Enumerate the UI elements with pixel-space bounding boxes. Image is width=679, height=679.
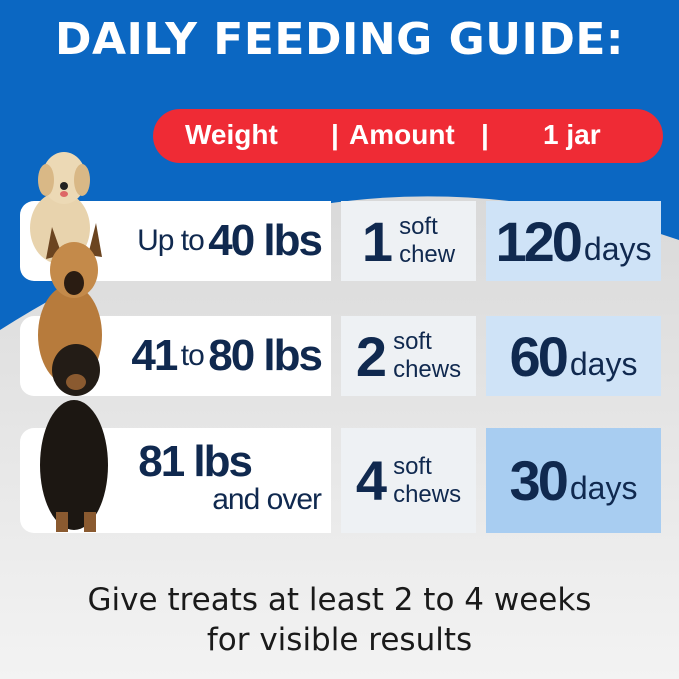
amount-number: 4	[355, 449, 388, 512]
weight-value: 40 lbs	[208, 216, 323, 265]
duration-number: 60	[509, 324, 569, 388]
amount-unit: chews	[393, 480, 462, 508]
weight-prefix: Up to	[137, 224, 205, 257]
amount-number: 2	[355, 324, 388, 388]
duration-number: 30	[509, 449, 569, 512]
weight-value: 81 lbs	[138, 436, 253, 486]
header-amount: Amount	[349, 119, 455, 150]
amount-unit: soft	[393, 328, 432, 355]
amount-cell: 4 soft chews	[341, 428, 476, 533]
table-header: Weight | Amount | 1 jar	[153, 109, 663, 163]
page-title: DAILY FEEDING GUIDE:	[54, 14, 625, 65]
amount-unit: chews	[393, 356, 462, 383]
footer-line: for visible results	[206, 622, 473, 658]
header-sep: |	[481, 119, 489, 150]
duration-unit: days	[569, 470, 638, 506]
amount-unit: soft	[393, 452, 432, 480]
duration-unit: days	[569, 345, 638, 382]
duration-cell: 60 days	[486, 316, 661, 396]
amount-unit: soft	[399, 213, 438, 240]
weight-value: 80 lbs	[208, 331, 323, 380]
weight-suffix: and over	[212, 482, 322, 516]
amount-cell: 1 soft chew	[341, 201, 476, 281]
amount-unit: chew	[399, 241, 456, 268]
amount-cell: 2 soft chews	[341, 316, 476, 396]
duration-cell: 120 days	[486, 201, 661, 281]
header-weight: Weight	[185, 119, 278, 150]
duration-number: 120	[495, 209, 582, 273]
header-sep: |	[331, 119, 339, 150]
weight-value: 41	[131, 331, 178, 380]
header-jar: 1 jar	[543, 119, 601, 150]
amount-number: 1	[361, 209, 394, 273]
duration-unit: days	[583, 230, 652, 267]
weight-mid: to	[180, 339, 205, 372]
rottweiler-image	[40, 344, 108, 532]
footer-note: Give treats at least 2 to 4 weeks for vi…	[0, 580, 679, 660]
duration-cell: 30 days	[486, 428, 661, 533]
footer-line: Give treats at least 2 to 4 weeks	[87, 582, 592, 618]
